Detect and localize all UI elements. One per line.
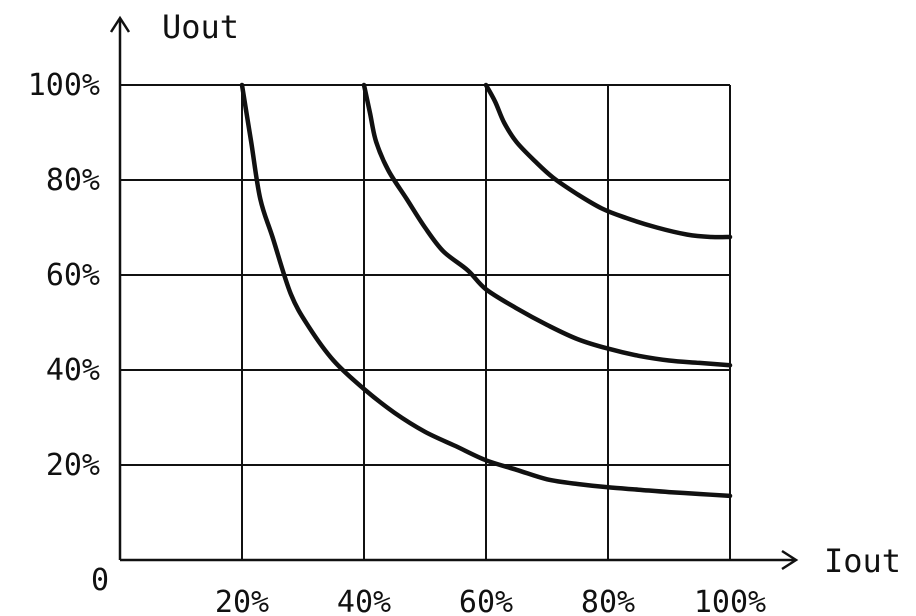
series <box>239 82 733 499</box>
origin-label: 0 <box>91 563 109 598</box>
x-tick-label: 60% <box>459 585 513 616</box>
series-line-3 <box>483 82 733 240</box>
y-tick-label: 60% <box>46 258 100 293</box>
y-axis-arrow-icon <box>109 15 131 33</box>
x-tick-label: 100% <box>694 585 766 616</box>
y-tick-label: 20% <box>46 448 100 483</box>
x-tick-label: 80% <box>581 585 635 616</box>
x-axis-arrow-icon <box>781 549 799 571</box>
y-tick-label: 40% <box>46 353 100 388</box>
x-tick-label: 20% <box>215 585 269 616</box>
series-line-1 <box>239 82 733 499</box>
tick-labels: 20% 40% 60% 80% 100% 20% 40% 60% 80% 100% <box>28 68 766 616</box>
grid <box>120 84 731 560</box>
x-axis-title: Iout <box>824 542 901 580</box>
y-tick-label: 100% <box>28 68 100 103</box>
series-line-2 <box>361 82 733 368</box>
y-axis-title: Uout <box>162 8 239 46</box>
y-tick-label: 80% <box>46 163 100 198</box>
axes: Uout Iout 0 <box>91 8 901 598</box>
x-tick-label: 40% <box>337 585 391 616</box>
